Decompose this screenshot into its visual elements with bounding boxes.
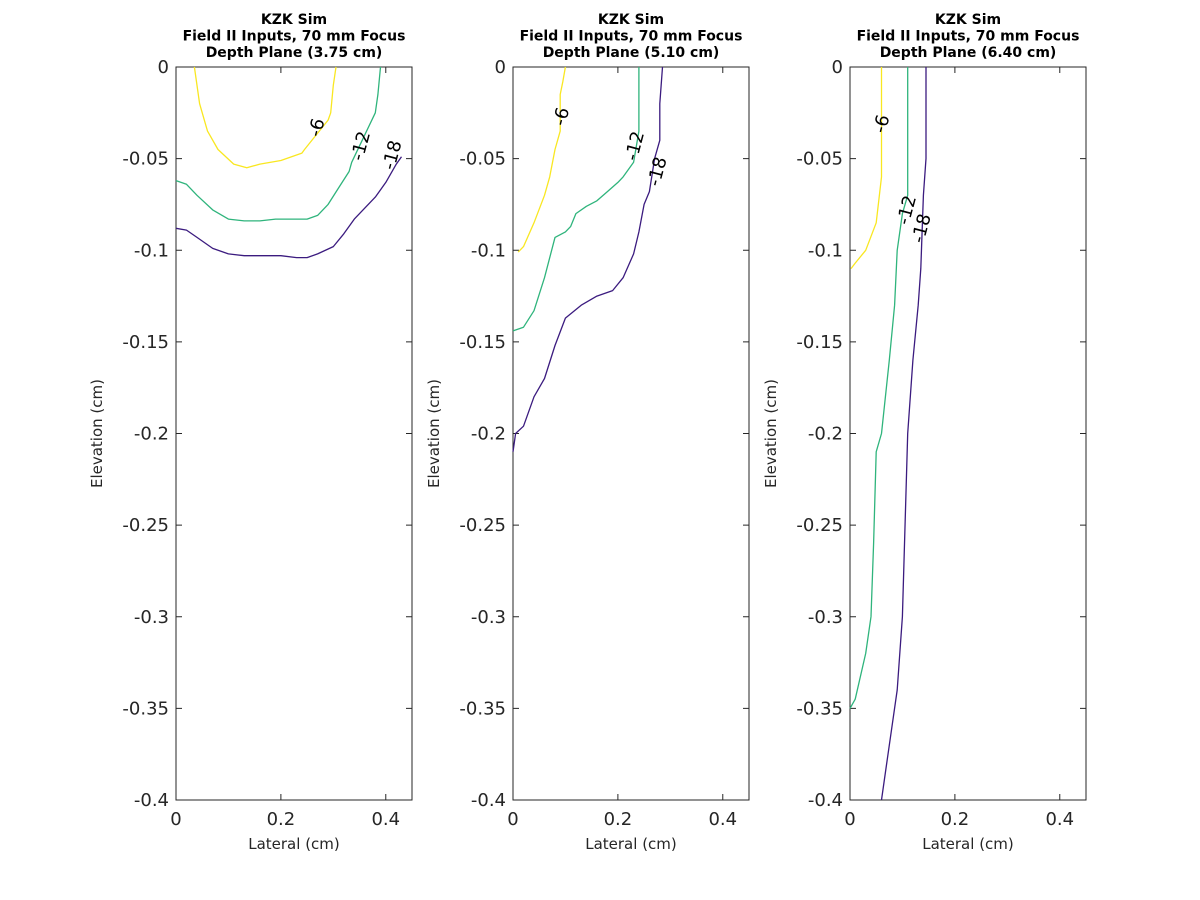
y-tick-label: -0.3 <box>134 607 169 628</box>
x-tick-label: 0.4 <box>1045 809 1074 830</box>
contour-line-minus6 <box>517 66 567 253</box>
x-axis-label: Lateral (cm) <box>585 835 677 853</box>
y-axis-label: Elevation (cm) <box>762 379 780 488</box>
y-tick-label: -0.25 <box>796 515 843 536</box>
y-tick-label: -0.2 <box>808 424 843 445</box>
chart-title-line: Depth Plane (3.75 cm) <box>206 45 383 61</box>
chart-title-line: Field II Inputs, 70 mm Focus <box>520 29 743 45</box>
y-tick-label: 0 <box>158 57 169 78</box>
y-tick-label: -0.4 <box>471 790 506 811</box>
x-tick-label: 0 <box>844 809 855 830</box>
y-tick-label: -0.4 <box>134 790 169 811</box>
chart-title-line: KZK Sim <box>935 12 1001 28</box>
y-tick-label: -0.25 <box>459 515 506 536</box>
y-tick-label: -0.35 <box>796 698 843 719</box>
y-tick-label: -0.15 <box>122 332 169 353</box>
y-tick-label: -0.1 <box>808 240 843 261</box>
y-tick-label: -0.2 <box>471 424 506 445</box>
contour-line-minus6 <box>850 67 883 269</box>
x-tick-label: 0.2 <box>267 809 296 830</box>
y-tick-label: -0.2 <box>134 424 169 445</box>
plot-area <box>175 66 413 801</box>
y-tick-label: 0 <box>495 57 506 78</box>
plot-area <box>849 66 1087 801</box>
y-tick-label: -0.05 <box>459 149 506 170</box>
plot-area <box>512 66 750 801</box>
y-tick-label: -0.1 <box>471 240 506 261</box>
y-axis-label: Elevation (cm) <box>88 379 106 488</box>
chart-title-line: KZK Sim <box>261 12 327 28</box>
contour-line-minus18 <box>175 156 403 259</box>
contour-line-minus6 <box>193 66 337 169</box>
y-axis-label: Elevation (cm) <box>425 379 443 488</box>
chart-title-line: Depth Plane (6.40 cm) <box>880 45 1057 61</box>
x-tick-label: 0 <box>507 809 518 830</box>
y-tick-label: -0.3 <box>471 607 506 628</box>
x-axis-label: Lateral (cm) <box>248 835 340 853</box>
contour-label: -6 <box>549 105 574 128</box>
y-tick-label: -0.25 <box>122 515 169 536</box>
y-tick-label: -0.15 <box>796 332 843 353</box>
chart-title-line: Depth Plane (5.10 cm) <box>543 45 720 61</box>
y-tick-label: -0.1 <box>134 240 169 261</box>
x-tick-label: 0 <box>170 809 181 830</box>
contour-line-minus18 <box>512 66 664 452</box>
contour-line-minus12 <box>849 67 909 709</box>
y-tick-label: -0.3 <box>808 607 843 628</box>
x-axis-label: Lateral (cm) <box>922 835 1014 853</box>
y-tick-label: 0 <box>832 57 843 78</box>
chart-title-line: Field II Inputs, 70 mm Focus <box>857 29 1080 45</box>
contour-label: -6 <box>305 116 330 139</box>
y-tick-label: -0.15 <box>459 332 506 353</box>
y-tick-label: -0.05 <box>122 149 169 170</box>
y-tick-label: -0.05 <box>796 149 843 170</box>
x-tick-label: 0.4 <box>708 809 737 830</box>
contour-line-minus12 <box>512 67 640 332</box>
y-tick-label: -0.35 <box>122 698 169 719</box>
y-tick-label: -0.4 <box>808 790 843 811</box>
y-tick-label: -0.35 <box>459 698 506 719</box>
x-tick-label: 0.4 <box>371 809 400 830</box>
contour-line-minus18 <box>880 67 927 801</box>
x-tick-label: 0.2 <box>604 809 633 830</box>
contour-label: -6 <box>869 113 894 136</box>
chart-title-line: KZK Sim <box>598 12 664 28</box>
contour-line-minus12 <box>175 66 382 222</box>
chart-title-line: Field II Inputs, 70 mm Focus <box>183 29 406 45</box>
x-tick-label: 0.2 <box>941 809 970 830</box>
